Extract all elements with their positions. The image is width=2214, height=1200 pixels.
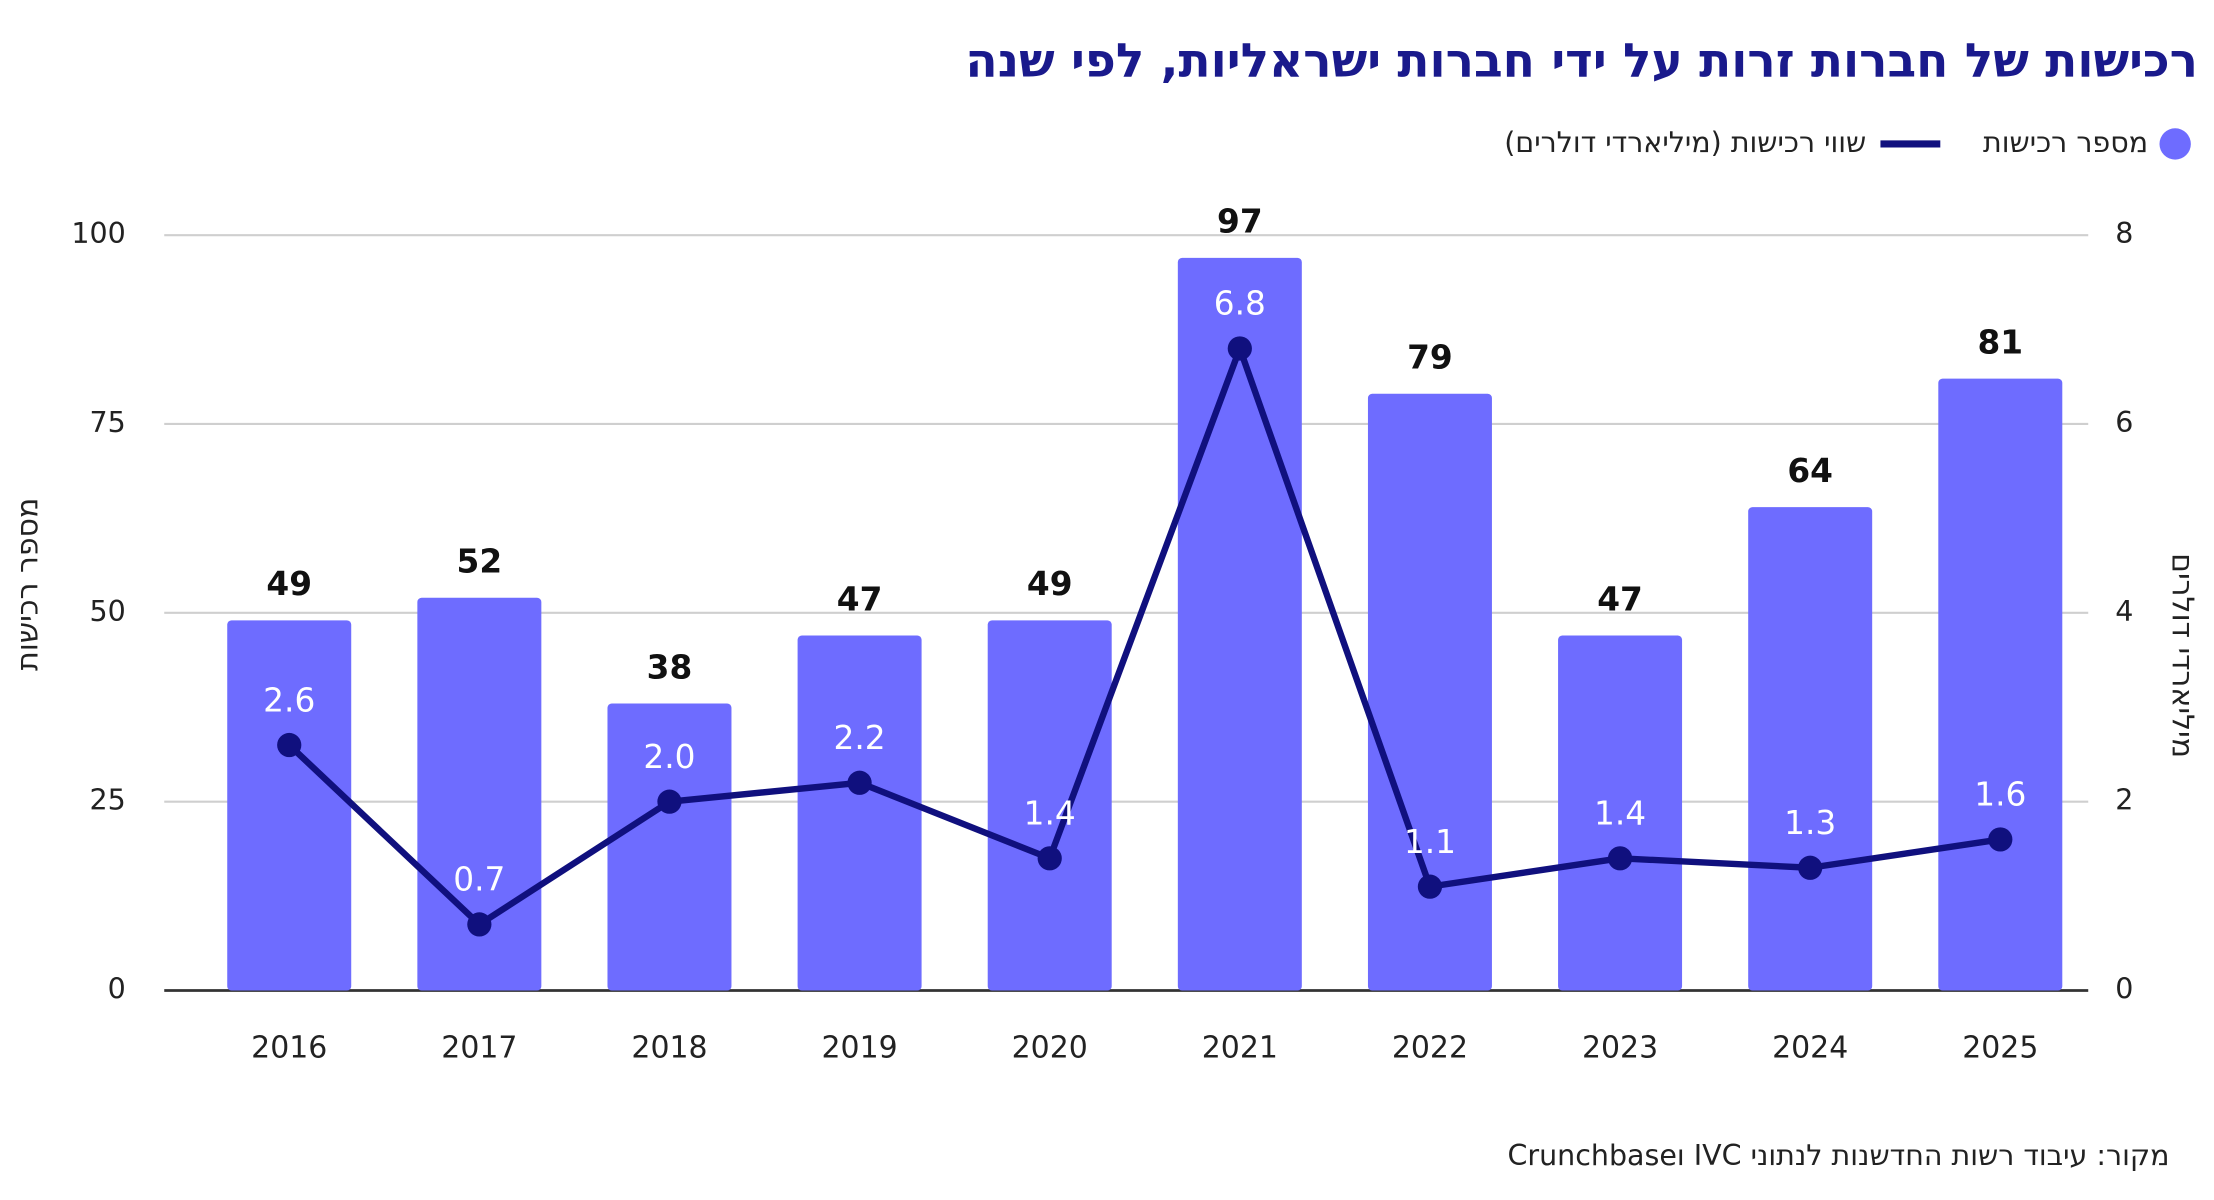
y-tick-label: 100 (71, 217, 125, 250)
line-point (1227, 336, 1252, 361)
y2-axis-title: מיליארדי דולרים (2164, 553, 2199, 758)
chart-title: רכישות של חברות זרות על ידי חברות ישראלי… (965, 34, 2198, 89)
y2-tick-label: 8 (2115, 217, 2133, 250)
bar-value-label: 79 (1407, 339, 1453, 377)
source-note: מקור: עיבוד רשות החדשנות לנתוני IVC וCru… (1508, 1139, 2170, 1172)
bar (987, 620, 1112, 991)
legend-label: שווי רכישות (מיליארדי דולרים) (1504, 126, 1866, 159)
line (287, 345, 2001, 928)
x-tick-label: 2016 (251, 1030, 327, 1065)
x-tick-label: 2025 (1962, 1030, 2038, 1065)
y2-tick-label: 6 (2115, 406, 2133, 439)
line-point (1607, 846, 1633, 871)
legend-label: מספר רכישות (1983, 126, 2148, 159)
bar-value-label: 81 (1977, 323, 2023, 361)
x-tick-label: 2020 (1012, 1030, 1088, 1065)
bar (1938, 378, 2063, 991)
x-tick-label: 2023 (1582, 1030, 1658, 1065)
line-point (847, 770, 872, 795)
x-tick-label: 2022 (1392, 1030, 1468, 1065)
y-axis-title: מספר רכישות (10, 498, 45, 671)
line-value-label: 2.6 (263, 681, 315, 719)
y2-tick-label: 4 (2115, 595, 2133, 628)
y-tick-label: 0 (108, 972, 126, 1005)
x-tick-label: 2019 (822, 1030, 898, 1065)
x-tick-label: 2024 (1772, 1030, 1848, 1065)
bar-value-label: 38 (647, 648, 693, 686)
bar-value-label: 64 (1787, 452, 1833, 490)
x-tick-label: 2018 (631, 1030, 707, 1065)
line-point (1798, 855, 1823, 880)
line-value-label: 1.4 (1024, 795, 1076, 833)
x-tick-label: 2017 (441, 1030, 517, 1065)
bar-value-label: 52 (457, 543, 503, 581)
line-point (277, 732, 302, 758)
bar-value-label: 49 (266, 565, 312, 603)
line-value-label: 1.3 (1784, 804, 1836, 842)
y2-tick-label: 2 (2115, 784, 2133, 817)
bar (797, 635, 922, 991)
legend-swatch (2159, 128, 2191, 160)
y2-tick-label: 0 (2115, 972, 2133, 1005)
line-point (1037, 846, 1062, 871)
line-value-label: 2.0 (643, 738, 695, 776)
line-value-label: 1.4 (1594, 795, 1646, 833)
bar (1177, 257, 1302, 991)
line-point (467, 912, 492, 937)
bar (1748, 507, 1873, 991)
line-point (1988, 827, 2013, 852)
bar (227, 620, 352, 991)
bar-value-label: 47 (1597, 580, 1643, 618)
y-tick-label: 50 (89, 595, 125, 628)
line-value-label: 6.8 (1214, 285, 1266, 323)
line-point (657, 789, 682, 814)
line-value-label: 1.1 (1404, 823, 1456, 861)
line-value-label: 0.7 (453, 861, 505, 899)
bar-value-label: 97 (1217, 203, 1263, 241)
line-point (1417, 874, 1443, 899)
line-value-label: 2.2 (834, 719, 886, 757)
bar (1558, 635, 1683, 991)
bar-value-label: 47 (837, 580, 883, 618)
line-value-label: 1.6 (1974, 776, 2026, 814)
bar (607, 703, 732, 991)
y-tick-label: 75 (89, 406, 125, 439)
y-tick-label: 25 (89, 784, 125, 817)
bar (1367, 393, 1492, 991)
x-tick-label: 2021 (1202, 1030, 1278, 1065)
bar-value-label: 49 (1027, 565, 1073, 603)
